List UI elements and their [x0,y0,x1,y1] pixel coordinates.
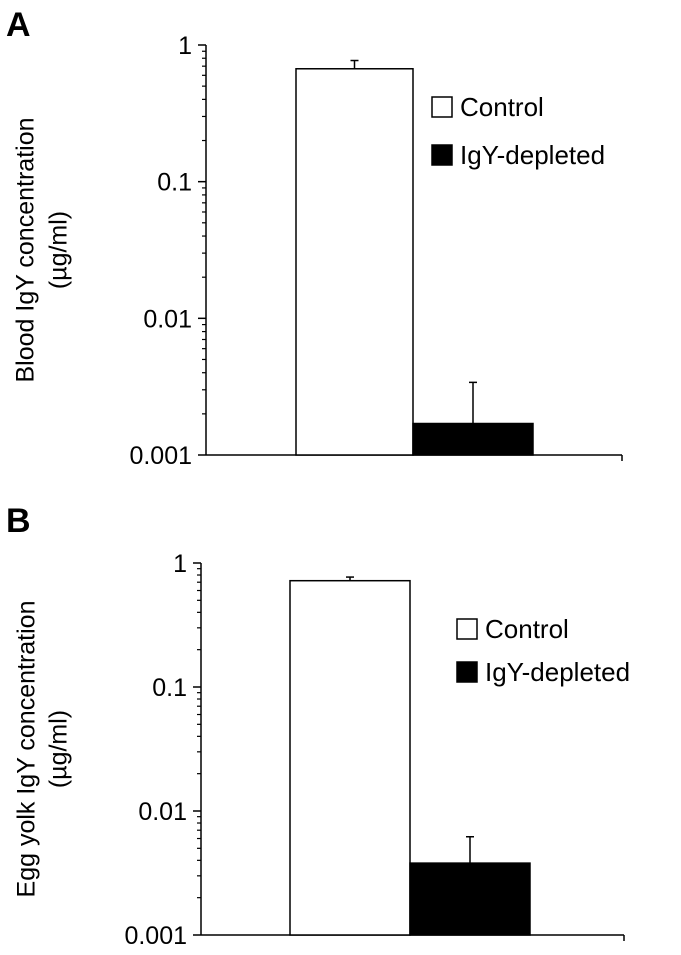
legend-label: IgY-depleted [485,657,630,687]
y-tick-label: 0.01 [143,305,192,333]
y-tick-label: 0.001 [124,922,187,950]
legend-label: Control [485,614,569,644]
y-tick-label: 0.1 [152,674,187,702]
bar-igy-depleted [409,862,531,936]
legend-label: IgY-depleted [460,140,605,170]
y-tick-label: 0.01 [138,798,187,826]
legend-swatch [431,96,453,118]
bar-control [289,579,411,936]
legend-swatch [431,144,453,166]
bar-igy-depleted [412,422,534,456]
y-axis-title: (µg/ml) [45,211,73,289]
y-tick-label: 0.001 [129,442,192,470]
legend-label: Control [460,92,544,122]
y-tick-label: 1 [178,32,192,60]
legend-swatch [456,618,478,640]
panel-letter: B [6,502,31,540]
y-tick-label: 1 [173,550,187,578]
y-tick-label: 0.1 [157,169,192,197]
y-axis-title: (µg/ml) [45,710,73,788]
panel-b: B 1 0.1 0.01 0.001 Egg yolk IgY concentration… [6,502,630,950]
bar-control [295,68,414,456]
panel-a: A 1 0.1 0.01 0.001 Blood IgY concentration (µg… [6,6,623,470]
y-axis-title: Egg yolk IgY concentration [13,601,41,898]
y-axis-title: Blood IgY concentration [12,117,40,382]
legend-swatch [456,661,478,683]
panel-letter: A [6,6,31,44]
